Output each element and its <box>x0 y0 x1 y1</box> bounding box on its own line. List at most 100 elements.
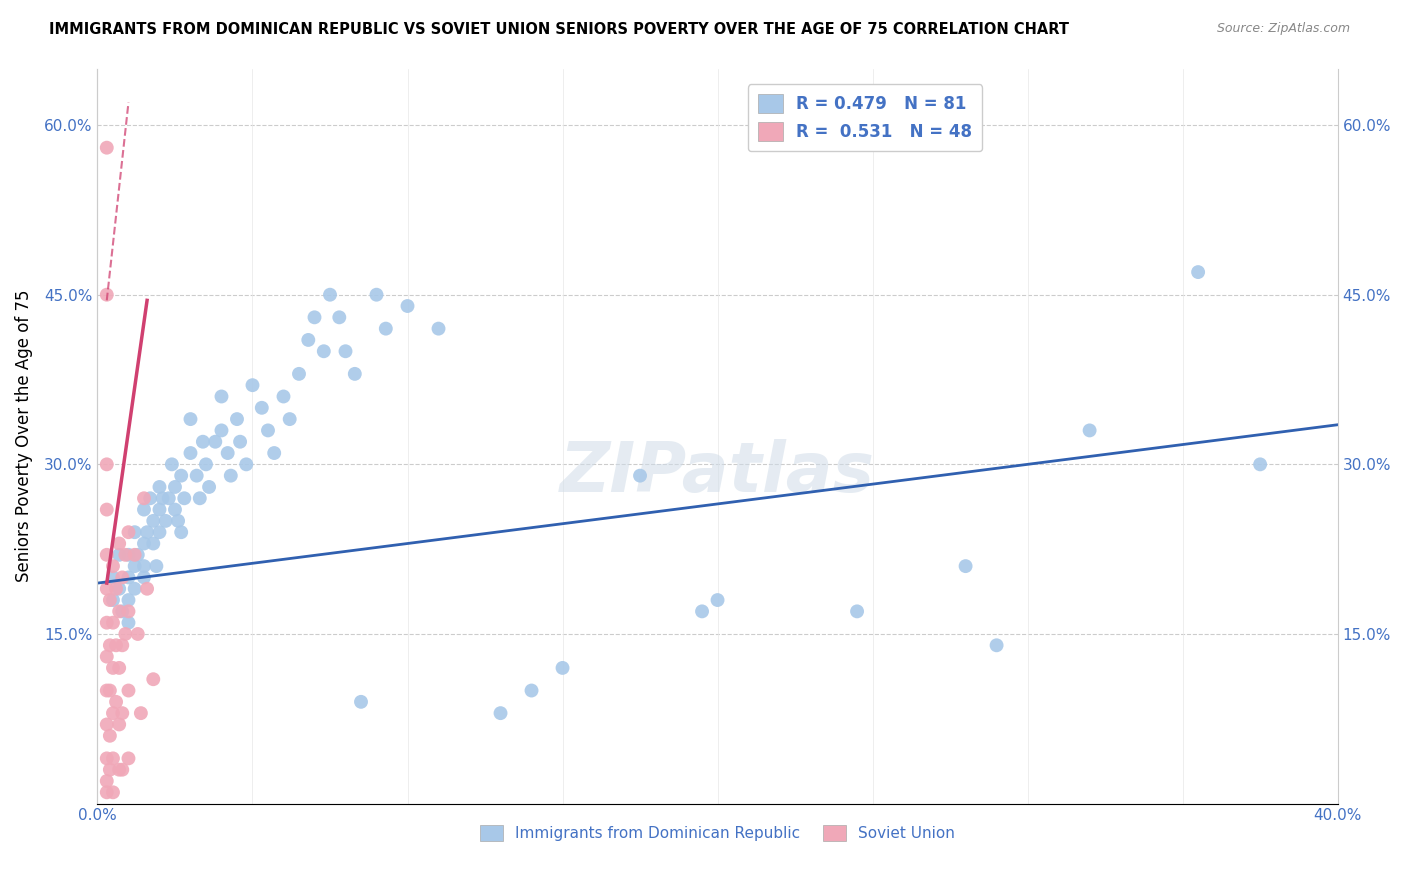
Point <box>108 536 131 550</box>
Point <box>132 502 155 516</box>
Point <box>98 638 121 652</box>
Point <box>278 412 301 426</box>
Point <box>145 559 167 574</box>
Point <box>319 287 342 301</box>
Point <box>1249 458 1271 472</box>
Point <box>132 570 155 584</box>
Point <box>160 458 183 472</box>
Point <box>111 570 134 584</box>
Point <box>242 378 264 392</box>
Point <box>170 468 193 483</box>
Point <box>148 525 170 540</box>
Point <box>235 458 257 472</box>
Point <box>288 367 311 381</box>
Point <box>489 706 512 720</box>
Point <box>117 525 139 540</box>
Point <box>520 683 543 698</box>
Point <box>96 582 118 596</box>
Point <box>132 536 155 550</box>
Point <box>96 502 118 516</box>
Point <box>117 683 139 698</box>
Point <box>167 514 190 528</box>
Y-axis label: Seniors Poverty Over the Age of 75: Seniors Poverty Over the Age of 75 <box>15 290 32 582</box>
Point <box>101 570 124 584</box>
Point <box>96 717 118 731</box>
Point <box>132 559 155 574</box>
Point <box>955 559 977 574</box>
Point <box>96 785 118 799</box>
Point <box>427 321 450 335</box>
Point <box>163 480 186 494</box>
Point <box>139 491 162 506</box>
Point <box>96 287 118 301</box>
Point <box>96 615 118 630</box>
Point <box>170 525 193 540</box>
Point <box>198 480 221 494</box>
Point <box>142 514 165 528</box>
Point <box>101 559 124 574</box>
Point <box>211 389 233 403</box>
Point <box>366 287 388 301</box>
Point <box>114 548 136 562</box>
Point <box>132 491 155 506</box>
Point <box>343 367 366 381</box>
Point <box>257 424 280 438</box>
Point <box>846 604 869 618</box>
Point <box>96 649 118 664</box>
Point <box>157 491 180 506</box>
Point <box>111 706 134 720</box>
Point <box>124 525 146 540</box>
Point <box>226 412 249 426</box>
Legend: R = 0.479   N = 81, R =  0.531   N = 48: R = 0.479 N = 81, R = 0.531 N = 48 <box>748 84 981 151</box>
Point <box>350 695 373 709</box>
Point <box>108 604 131 618</box>
Point <box>96 548 118 562</box>
Point <box>211 424 233 438</box>
Point <box>124 559 146 574</box>
Point <box>628 468 651 483</box>
Point <box>127 627 149 641</box>
Point <box>312 344 335 359</box>
Point <box>98 593 121 607</box>
Point <box>163 502 186 516</box>
Point <box>101 785 124 799</box>
Point <box>96 774 118 789</box>
Point <box>396 299 419 313</box>
Point <box>204 434 226 449</box>
Point <box>142 672 165 686</box>
Point <box>101 751 124 765</box>
Point <box>136 525 159 540</box>
Text: Source: ZipAtlas.com: Source: ZipAtlas.com <box>1216 22 1350 36</box>
Point <box>117 615 139 630</box>
Point <box>188 491 211 506</box>
Point <box>986 638 1008 652</box>
Point <box>127 548 149 562</box>
Point <box>551 661 574 675</box>
Point <box>706 593 728 607</box>
Point <box>108 661 131 675</box>
Point <box>142 536 165 550</box>
Point <box>108 548 131 562</box>
Text: ZIPatlas: ZIPatlas <box>560 440 875 507</box>
Point <box>186 468 208 483</box>
Point <box>101 593 124 607</box>
Point <box>136 582 159 596</box>
Point <box>117 570 139 584</box>
Point <box>96 683 118 698</box>
Point <box>335 344 357 359</box>
Point <box>152 491 174 506</box>
Point <box>690 604 713 618</box>
Point <box>328 310 350 325</box>
Point <box>304 310 326 325</box>
Point <box>108 763 131 777</box>
Point <box>98 683 121 698</box>
Point <box>111 604 134 618</box>
Point <box>124 548 146 562</box>
Point <box>117 604 139 618</box>
Point <box>195 458 218 472</box>
Point <box>124 582 146 596</box>
Point <box>96 751 118 765</box>
Point <box>1078 424 1101 438</box>
Point <box>173 491 195 506</box>
Point <box>101 615 124 630</box>
